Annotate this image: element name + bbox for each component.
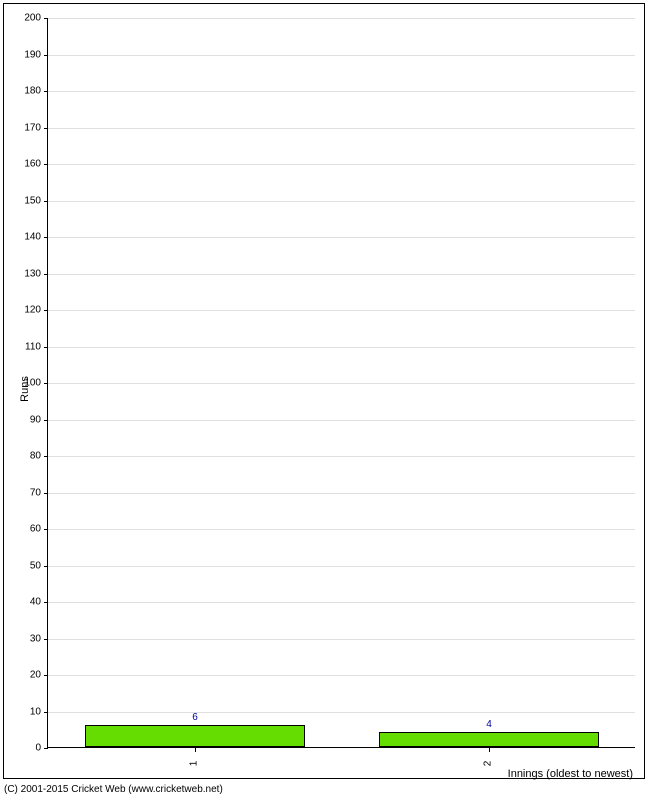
- gridline: [48, 675, 635, 676]
- y-tick-label: 90: [17, 414, 41, 425]
- y-tick-label: 160: [17, 159, 41, 170]
- y-tick-mark: [44, 274, 48, 275]
- y-tick-mark: [44, 420, 48, 421]
- y-tick-mark: [44, 18, 48, 19]
- y-tick-label: 140: [17, 232, 41, 243]
- y-tick-mark: [44, 675, 48, 676]
- gridline: [48, 201, 635, 202]
- gridline: [48, 164, 635, 165]
- gridline: [48, 420, 635, 421]
- copyright-footer: (C) 2001-2015 Cricket Web (www.cricketwe…: [4, 784, 223, 795]
- gridline: [48, 602, 635, 603]
- gridline: [48, 493, 635, 494]
- gridline: [48, 456, 635, 457]
- gridline: [48, 55, 635, 56]
- y-tick-mark: [44, 456, 48, 457]
- x-tick-label: 2: [483, 759, 494, 769]
- gridline: [48, 529, 635, 530]
- bar-value-label: 6: [192, 712, 198, 723]
- y-tick-mark: [44, 639, 48, 640]
- bar-value-label: 4: [486, 719, 492, 730]
- y-tick-mark: [44, 347, 48, 348]
- bar: [379, 732, 600, 747]
- y-tick-label: 20: [17, 670, 41, 681]
- gridline: [48, 274, 635, 275]
- x-tick-mark: [195, 748, 196, 752]
- y-tick-label: 70: [17, 487, 41, 498]
- y-tick-mark: [44, 237, 48, 238]
- y-tick-label: 60: [17, 524, 41, 535]
- y-tick-mark: [44, 712, 48, 713]
- y-tick-mark: [44, 493, 48, 494]
- y-tick-mark: [44, 602, 48, 603]
- y-tick-label: 100: [17, 378, 41, 389]
- y-tick-label: 40: [17, 597, 41, 608]
- y-tick-mark: [44, 164, 48, 165]
- y-tick-mark: [44, 201, 48, 202]
- y-tick-label: 80: [17, 451, 41, 462]
- gridline: [48, 91, 635, 92]
- bar: [85, 725, 306, 747]
- y-tick-mark: [44, 748, 48, 749]
- y-tick-mark: [44, 383, 48, 384]
- gridline: [48, 712, 635, 713]
- x-tick-mark: [489, 748, 490, 752]
- gridline: [48, 18, 635, 19]
- x-axis-label: Innings (oldest to newest): [508, 768, 633, 780]
- y-tick-label: 50: [17, 560, 41, 571]
- y-tick-label: 120: [17, 305, 41, 316]
- gridline: [48, 310, 635, 311]
- y-tick-mark: [44, 566, 48, 567]
- y-tick-label: 130: [17, 268, 41, 279]
- x-tick-label: 1: [189, 759, 200, 769]
- y-tick-mark: [44, 310, 48, 311]
- y-tick-mark: [44, 128, 48, 129]
- y-tick-label: 110: [17, 341, 41, 352]
- plot-area: 64: [47, 18, 635, 748]
- y-tick-mark: [44, 91, 48, 92]
- gridline: [48, 347, 635, 348]
- gridline: [48, 128, 635, 129]
- gridline: [48, 639, 635, 640]
- y-tick-label: 30: [17, 633, 41, 644]
- gridline: [48, 237, 635, 238]
- y-tick-label: 200: [17, 13, 41, 24]
- y-tick-label: 170: [17, 122, 41, 133]
- gridline: [48, 383, 635, 384]
- y-tick-mark: [44, 55, 48, 56]
- gridline: [48, 566, 635, 567]
- y-tick-label: 10: [17, 706, 41, 717]
- y-tick-label: 180: [17, 86, 41, 97]
- y-tick-label: 0: [17, 743, 41, 754]
- y-tick-mark: [44, 529, 48, 530]
- y-tick-label: 150: [17, 195, 41, 206]
- y-tick-label: 190: [17, 49, 41, 60]
- chart-container: 64 Runs Innings (oldest to newest) (C) 2…: [0, 0, 650, 800]
